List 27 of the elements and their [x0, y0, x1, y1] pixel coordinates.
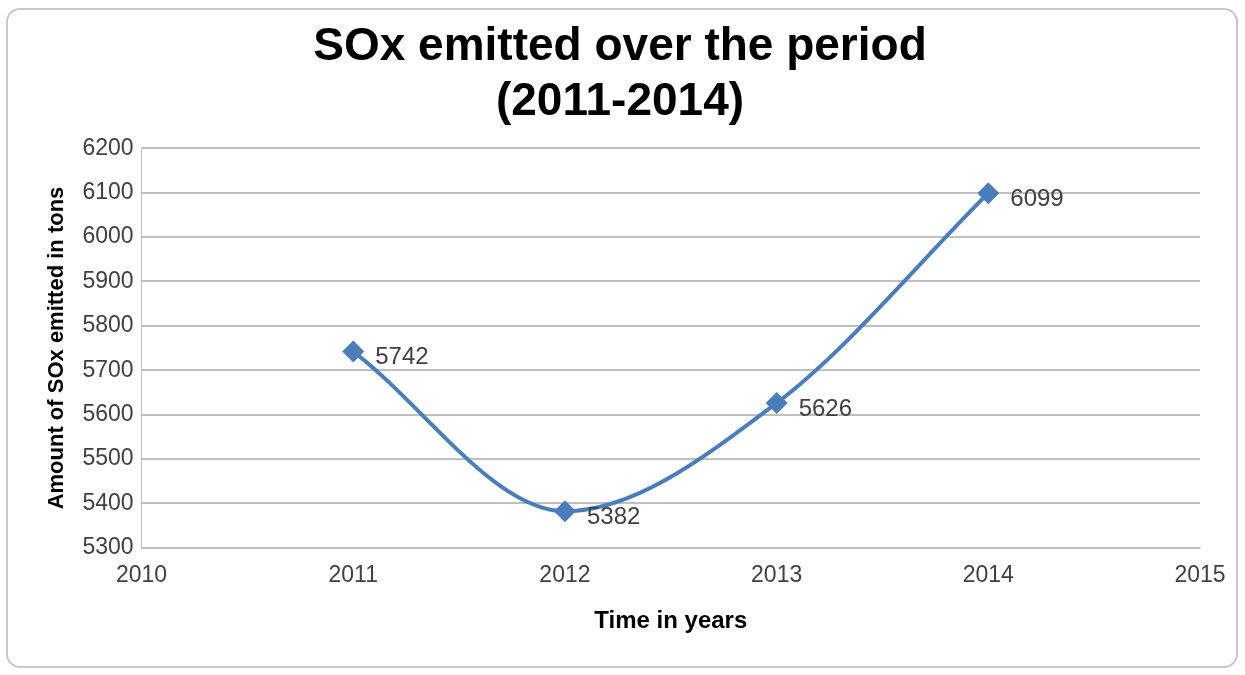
y-tick-label: 5700	[82, 355, 134, 382]
data-label: 5382	[586, 501, 641, 529]
x-tick-label: 2011	[328, 560, 378, 587]
data-label: 5626	[798, 393, 853, 421]
point	[977, 182, 1000, 205]
x-axis-title: Time in years	[594, 606, 748, 634]
y-tick-label: 5800	[82, 311, 134, 338]
x-tick-label: 2012	[539, 560, 591, 587]
x-tick-label: 2013	[751, 560, 803, 587]
chart-title: SOx emitted over the period (2011-2014)	[313, 18, 927, 126]
point	[765, 392, 788, 414]
data-label: 6099	[1010, 183, 1064, 211]
y-tick-label: 6000	[82, 222, 134, 249]
y-axis-title: Amount of SOx emitted in tons	[43, 186, 69, 510]
y-tick-label: 5600	[82, 399, 134, 426]
point	[553, 500, 576, 523]
data-label: 5742	[375, 342, 429, 370]
y-tick-label: 5900	[82, 266, 134, 293]
y-tick-label: 5500	[82, 444, 134, 471]
y-tick-label: 5300	[82, 532, 134, 559]
x-tick-label: 2014	[962, 560, 1015, 587]
x-tick-label: 2010	[115, 560, 168, 587]
point	[342, 340, 365, 363]
x-tick-label: 2015	[1174, 560, 1226, 587]
y-tick-label: 5400	[82, 488, 134, 515]
y-tick-label: 6200	[82, 133, 134, 160]
y-tick-label: 6100	[82, 178, 134, 205]
